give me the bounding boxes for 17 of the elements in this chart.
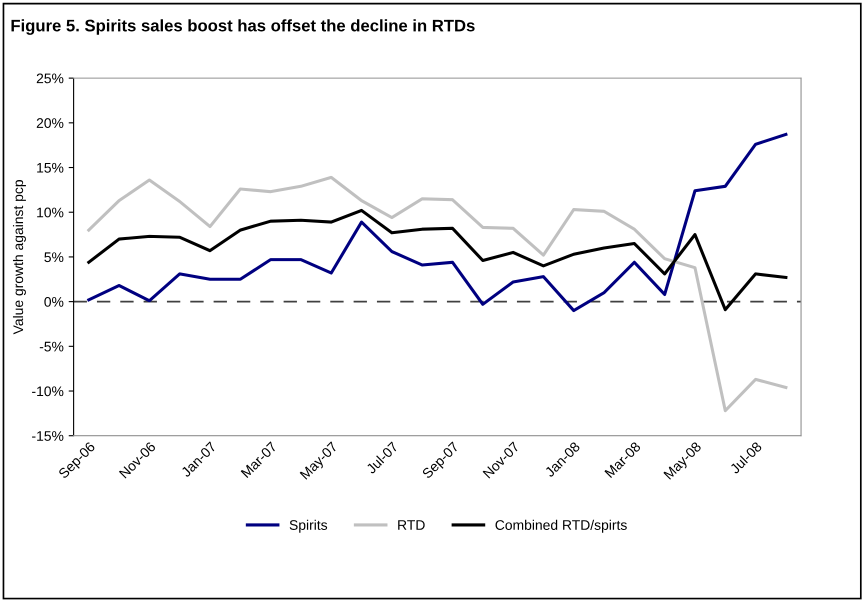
y-axis-title: Value growth against pcp	[12, 180, 26, 334]
y-tick-label: -15%	[32, 431, 64, 441]
legend-label: Spirits	[290, 520, 328, 533]
chart-title: Figure 5. Spirits sales boost has offset the decline in RTDs	[12, 19, 475, 35]
y-tick-label: -5%	[40, 342, 64, 352]
legend-label: Combined RTD/spirts	[496, 520, 627, 533]
y-tick-label: 5%	[44, 252, 64, 262]
y-tick-label: -10%	[32, 386, 64, 396]
line-series	[87, 208, 788, 312]
y-tick-label: 0%	[44, 296, 64, 307]
y-tick-label: 10%	[37, 208, 64, 218]
line-series	[87, 176, 788, 412]
legend-label: RTD	[398, 520, 425, 530]
y-tick-label: 25%	[36, 73, 64, 84]
y-tick-label: 15%	[37, 162, 64, 173]
y-tick-label: 20%	[36, 118, 64, 128]
line-series	[87, 132, 788, 312]
